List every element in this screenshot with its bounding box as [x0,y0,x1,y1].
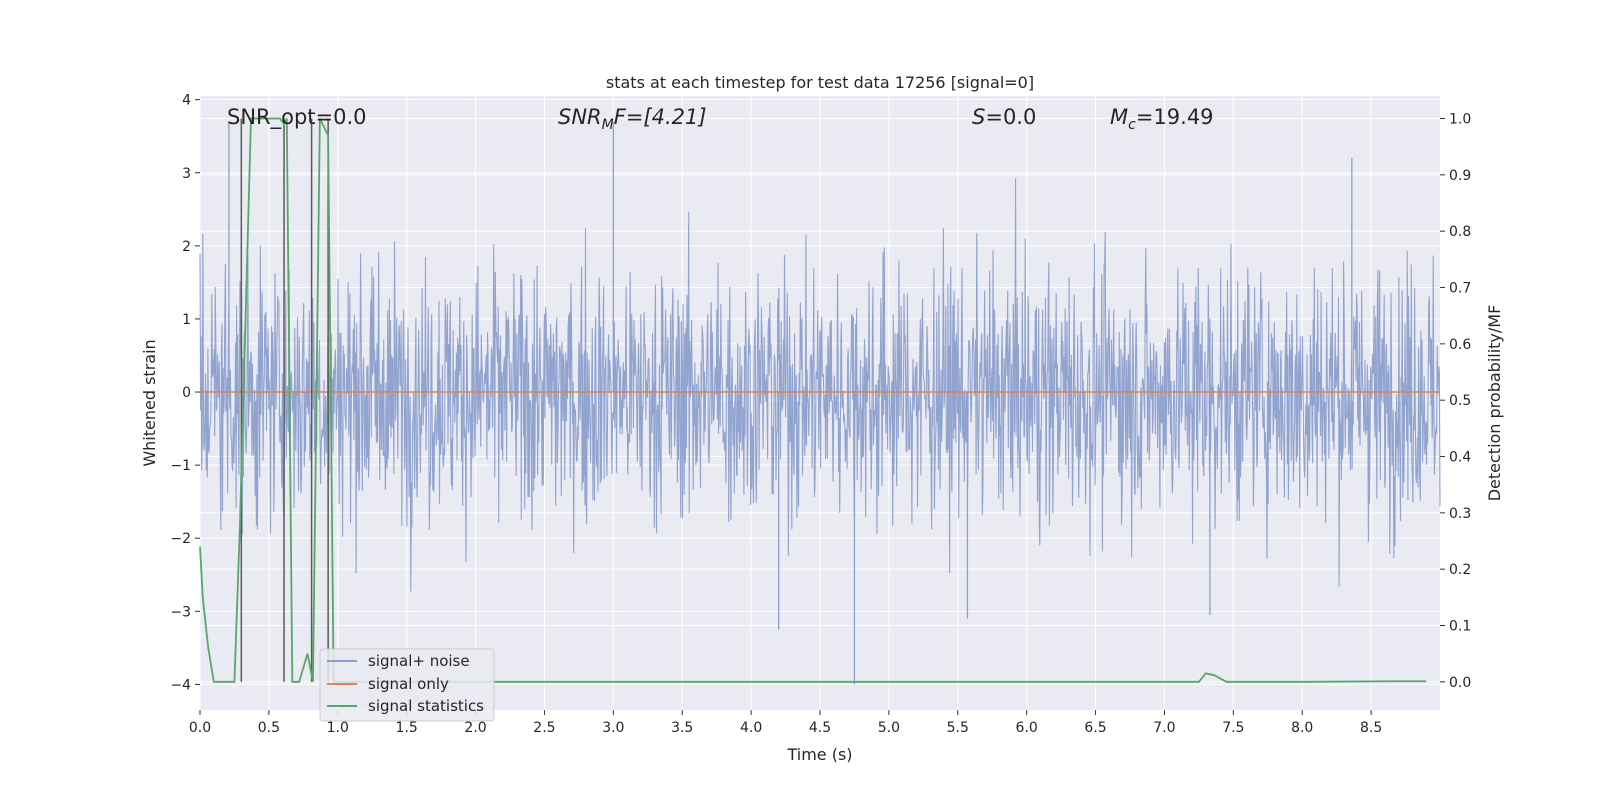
y-tick-label: −1 [170,458,191,474]
legend-label-signal-noise: signal+ noise [368,652,470,670]
x-tick-label: 3.5 [671,720,693,736]
y2-axis-label: Detection probability/MF [1485,305,1504,502]
y2-tick-label: 0.2 [1449,562,1471,578]
y-axis-ticks: −4 −3 −2 −1 0 1 2 3 4 [170,93,200,693]
annotation-s: S=0.0 [972,105,1036,129]
x-tick-label: 7.0 [1153,720,1175,736]
y2-tick-label: 0.8 [1449,224,1471,240]
y2-tick-label: 0.5 [1449,393,1471,409]
annotation-mc: Mc=19.49 [1110,105,1214,133]
y-tick-label: 0 [182,385,191,401]
y2-tick-label: 0.1 [1449,619,1471,635]
legend-label-signal-statistics: signal statistics [368,697,484,715]
annotation-mc-rest: =19.49 [1136,105,1214,129]
annotation-mc-sub: c [1128,117,1136,133]
annotation-s-base: S [972,105,985,129]
y2-tick-label: 0.6 [1449,337,1471,353]
annotation-mc-base: M [1110,105,1128,129]
y-tick-label: 2 [182,239,191,255]
x-tick-label: 6.0 [1016,720,1038,736]
series-signal-noise [199,121,1441,685]
y2-tick-label: 0.4 [1449,450,1471,466]
x-tick-label: 1.0 [327,720,349,736]
x-tick-label: 6.5 [1084,720,1106,736]
noise-trace [199,178,1441,592]
x-axis-ticks: 0.0 0.5 1.0 1.5 2.0 2.5 3.0 3.5 4.0 4.5 5.0 5.5 6.0 6… [189,710,1382,736]
y2-tick-label: 1.0 [1449,112,1471,128]
y2-tick-label: 0.7 [1449,281,1471,297]
x-axis-label: Time (s) [786,745,852,764]
x-tick-label: 1.5 [396,720,418,736]
annotation-snr-mf-rest: F=[4.21] [614,105,707,129]
x-tick-label: 8.0 [1291,720,1313,736]
x-tick-label: 4.5 [809,720,831,736]
x-tick-label: 2.0 [464,720,486,736]
x-tick-label: 5.5 [947,720,969,736]
x-tick-label: 5.0 [878,720,900,736]
y2-tick-label: 0.0 [1449,675,1471,691]
y-axis-label: Whitened strain [140,339,159,466]
annotation-snr-opt: SNR_opt=0.0 [227,105,367,130]
legend-label-signal-only: signal only [368,675,449,693]
y2-tick-label: 0.3 [1449,506,1471,522]
x-tick-label: 4.0 [740,720,762,736]
y-tick-label: −3 [170,604,191,620]
y-tick-label: −4 [170,677,191,693]
y-tick-label: −2 [170,531,191,547]
annotation-s-rest: =0.0 [985,105,1036,129]
series-signal-statistics [199,117,1427,683]
x-tick-label: 8.5 [1360,720,1382,736]
x-tick-label: 3.0 [602,720,624,736]
x-tick-label: 0.5 [258,720,280,736]
x-tick-label: 7.5 [1222,720,1244,736]
y-tick-label: 4 [182,93,191,109]
legend: signal+ noise signal only signal statist… [319,648,495,722]
y-tick-label: 1 [182,312,191,328]
chart-title: stats at each timestep for test data 172… [606,73,1034,92]
x-tick-label: 2.5 [533,720,555,736]
annotation-snr-mf-base: SNR [558,105,602,129]
annotation-snr-mf: SNRMF=[4.21] [558,105,707,133]
annotation-snr-mf-sub: M [602,117,614,133]
signal-statistics-line [199,117,1427,683]
x-tick-label: 0.0 [189,720,211,736]
legend-box [319,648,495,722]
y-tick-label: 3 [182,166,191,182]
y2-tick-label: 0.9 [1449,168,1471,184]
y2-axis-ticks: 0.0 0.1 0.2 0.3 0.4 0.5 0.6 0.7 0.8 0.9 1.0 [1440,112,1471,691]
